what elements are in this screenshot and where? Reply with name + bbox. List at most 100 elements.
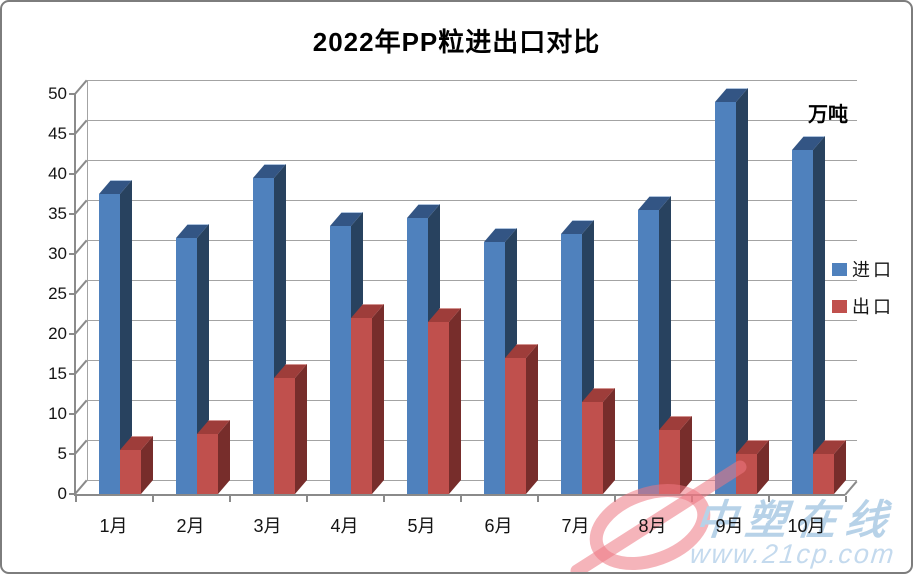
bar-export-m9-front xyxy=(735,454,757,494)
y-tick xyxy=(69,453,75,455)
y-tick-connector xyxy=(74,199,88,215)
bar-export-m6-front xyxy=(504,358,526,494)
bar-import-m9-front xyxy=(714,102,736,494)
category-tick xyxy=(152,496,154,502)
bar-import-m6-front xyxy=(483,242,505,494)
bar-export-m7-side xyxy=(602,388,615,494)
chart-title: 2022年PP粒进出口对比 xyxy=(312,27,601,57)
bar-export-m4-side xyxy=(371,304,384,494)
category-tick xyxy=(845,496,847,502)
bar-export-m6-side xyxy=(525,344,538,494)
bar-export-m4-front xyxy=(350,318,372,494)
y-tick xyxy=(69,333,75,335)
bar-import-m7-front xyxy=(560,234,582,494)
x-axis-line xyxy=(75,494,845,496)
category-tick xyxy=(75,496,77,502)
x-category-label: 6月 xyxy=(484,516,513,536)
category-tick xyxy=(383,496,385,502)
bar-export-m1-front xyxy=(119,450,141,494)
y-tick-label: 15 xyxy=(48,364,67,383)
category-tick xyxy=(306,496,308,502)
x-category-label: 7月 xyxy=(561,516,590,536)
bar-import-m10-front xyxy=(791,150,813,494)
legend-label-import: 进口 xyxy=(852,260,894,280)
grid-line xyxy=(87,120,857,121)
import-series-swatch xyxy=(832,262,847,276)
legend-item-import: 进口 xyxy=(832,259,894,280)
y-tick-label: 10 xyxy=(48,404,67,423)
x-category-label: 9月 xyxy=(715,516,744,536)
grid-line xyxy=(87,480,857,481)
y-tick-connector xyxy=(74,159,88,175)
y-tick-connector xyxy=(74,439,88,455)
y-tick xyxy=(69,293,75,295)
y-tick xyxy=(69,133,75,135)
axis-unit-label: 万吨 xyxy=(808,104,848,126)
category-tick xyxy=(614,496,616,502)
y-tick xyxy=(69,413,75,415)
y-tick xyxy=(69,493,75,495)
grid-line xyxy=(87,200,857,201)
y-tick-label: 25 xyxy=(48,284,67,303)
y-tick-connector xyxy=(74,79,88,95)
legend: 进口 出口 xyxy=(832,259,894,333)
legend-item-export: 出口 xyxy=(832,296,894,317)
y-tick-label: 5 xyxy=(57,444,67,463)
y-tick xyxy=(69,173,75,175)
bar-export-m7-front xyxy=(581,402,603,494)
bar-export-m10-front xyxy=(812,454,834,494)
y-tick-connector xyxy=(74,119,88,135)
bar-export-m3-front xyxy=(273,378,295,494)
y-tick-label: 35 xyxy=(48,204,67,223)
bar-export-m5-front xyxy=(427,322,449,494)
bar-import-m2-front xyxy=(175,238,197,494)
y-tick-connector xyxy=(74,359,88,375)
y-tick-connector xyxy=(74,319,88,335)
grid-line xyxy=(87,80,857,81)
grid-line xyxy=(87,440,857,441)
y-tick-connector xyxy=(74,399,88,415)
bar-import-m10-side xyxy=(812,136,825,494)
grid-line xyxy=(87,400,857,401)
y-tick xyxy=(69,93,75,95)
bar-import-m8-front xyxy=(637,210,659,494)
y-tick-label: 0 xyxy=(57,484,67,503)
x-category-label: 1月 xyxy=(99,516,128,536)
y-tick-label: 50 xyxy=(48,84,67,103)
x-category-label: 4月 xyxy=(330,516,359,536)
bar-export-m3-side xyxy=(294,364,307,494)
bar-export-m5-side xyxy=(448,308,461,494)
category-tick xyxy=(768,496,770,502)
category-tick xyxy=(229,496,231,502)
category-tick xyxy=(460,496,462,502)
y-tick-label: 20 xyxy=(48,324,67,343)
bar-import-m5-front xyxy=(406,218,428,494)
bar-export-m8-front xyxy=(658,430,680,494)
y-tick-connector xyxy=(74,239,88,255)
bar-import-m1-front xyxy=(98,194,120,494)
x-category-label: 3月 xyxy=(253,516,282,536)
export-series-swatch xyxy=(832,299,847,313)
bar-export-m2-front xyxy=(196,434,218,494)
legend-label-export: 出口 xyxy=(852,297,894,317)
bar-import-m4-front xyxy=(329,226,351,494)
x-category-label: 8月 xyxy=(638,516,667,536)
grid-line xyxy=(87,360,857,361)
y-axis-line xyxy=(74,94,76,496)
x-axis-corner-connector xyxy=(844,480,858,496)
y-tick-connector xyxy=(74,279,88,295)
bar-import-m9-side xyxy=(735,88,748,494)
y-tick xyxy=(69,373,75,375)
category-tick xyxy=(691,496,693,502)
grid-line xyxy=(87,160,857,161)
grid-line xyxy=(87,320,857,321)
y-tick-connector xyxy=(74,479,88,495)
y-tick-label: 45 xyxy=(48,124,67,143)
y-tick-label: 30 xyxy=(48,244,67,263)
category-tick xyxy=(537,496,539,502)
x-category-label: 5月 xyxy=(407,516,436,536)
y-tick xyxy=(69,213,75,215)
y-tick-label: 40 xyxy=(48,164,67,183)
bar-import-m3-front xyxy=(252,178,274,494)
